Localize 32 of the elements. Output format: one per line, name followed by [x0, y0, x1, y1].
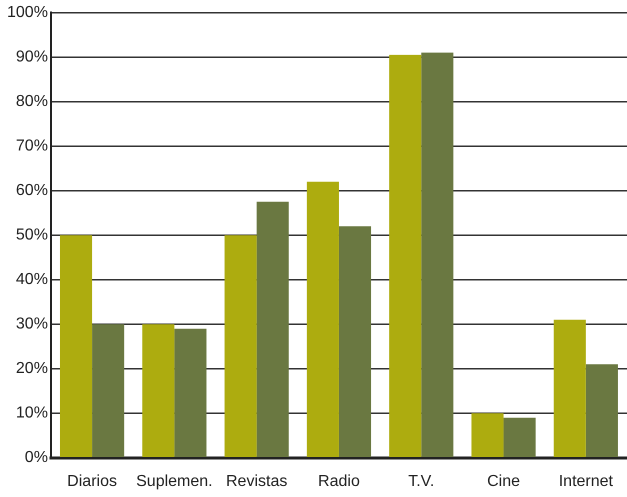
y-tick-label: 0% — [24, 449, 48, 466]
bar — [389, 54, 422, 458]
x-tick-label: T.V. — [408, 472, 434, 490]
bar — [504, 418, 536, 458]
bar — [60, 235, 92, 458]
bar — [92, 324, 124, 458]
x-tick-label: Internet — [558, 472, 614, 490]
bar — [256, 202, 289, 458]
y-tick-label: 20% — [16, 360, 48, 378]
y-tick-label: 100% — [7, 4, 48, 22]
y-tick-label: 60% — [16, 182, 48, 200]
y-tick-label: 90% — [16, 48, 48, 66]
bar — [174, 328, 206, 458]
y-tick-label: 10% — [16, 404, 48, 422]
bar — [554, 320, 586, 458]
x-tick-label: Diarios — [67, 472, 117, 490]
x-tick-label: Revistas — [226, 472, 288, 490]
y-tick-label: 50% — [16, 226, 48, 244]
y-tick-label: 70% — [16, 138, 48, 155]
bar — [586, 364, 618, 458]
bar — [224, 235, 257, 458]
x-tick-label: Suplemen. — [136, 472, 213, 490]
bar — [338, 226, 372, 458]
x-tick-label: Cine — [487, 472, 520, 490]
y-tick-label: 80% — [16, 93, 48, 110]
x-tick-label: Radio — [318, 472, 360, 490]
bar — [471, 413, 504, 458]
bar — [142, 324, 174, 458]
y-tick-label: 40% — [16, 271, 48, 288]
bar — [421, 52, 454, 458]
bar — [306, 182, 339, 458]
y-tick-label: 30% — [16, 316, 48, 333]
